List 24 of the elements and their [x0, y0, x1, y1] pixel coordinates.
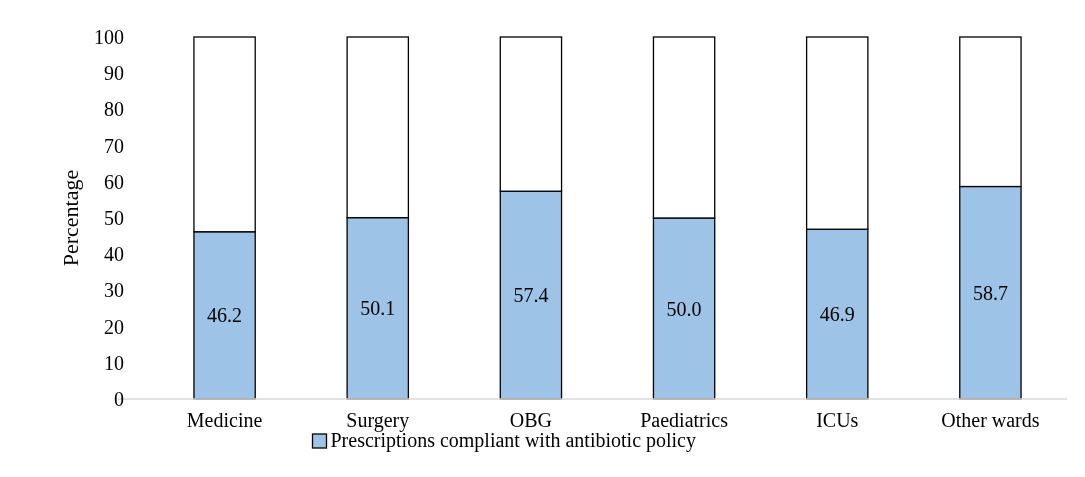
x-tick-label: Paediatrics: [640, 409, 729, 431]
x-tick-label: Surgery: [346, 409, 410, 432]
data-label: 50.1: [360, 297, 396, 320]
y-tick-label: 70: [104, 134, 124, 157]
data-label: 57.4: [513, 284, 549, 307]
y-tick-label: 30: [104, 279, 124, 302]
data-label: 50.0: [666, 297, 702, 320]
data-label: 46.2: [207, 304, 243, 327]
x-tick-label: Medicine: [186, 409, 263, 431]
data-label: 46.9: [819, 303, 855, 326]
x-tick-label: Other wards: [941, 409, 1040, 431]
y-tick-label: 10: [104, 351, 124, 374]
x-tick-label: ICUs: [816, 409, 859, 431]
x-tick-label: OBG: [509, 409, 553, 431]
y-tick-label: 90: [104, 62, 124, 85]
y-tick-label: 40: [104, 243, 124, 266]
y-tick-label: 50: [104, 207, 124, 229]
y-tick-label: 20: [104, 315, 124, 338]
y-tick-label: 100: [94, 26, 124, 48]
y-tick-label: 80: [104, 98, 124, 121]
data-label: 58.7: [972, 281, 1008, 304]
y-tick-label: 0: [114, 388, 124, 410]
y-tick-label: 60: [104, 170, 124, 193]
y-axis-title: Percentage: [58, 169, 83, 267]
